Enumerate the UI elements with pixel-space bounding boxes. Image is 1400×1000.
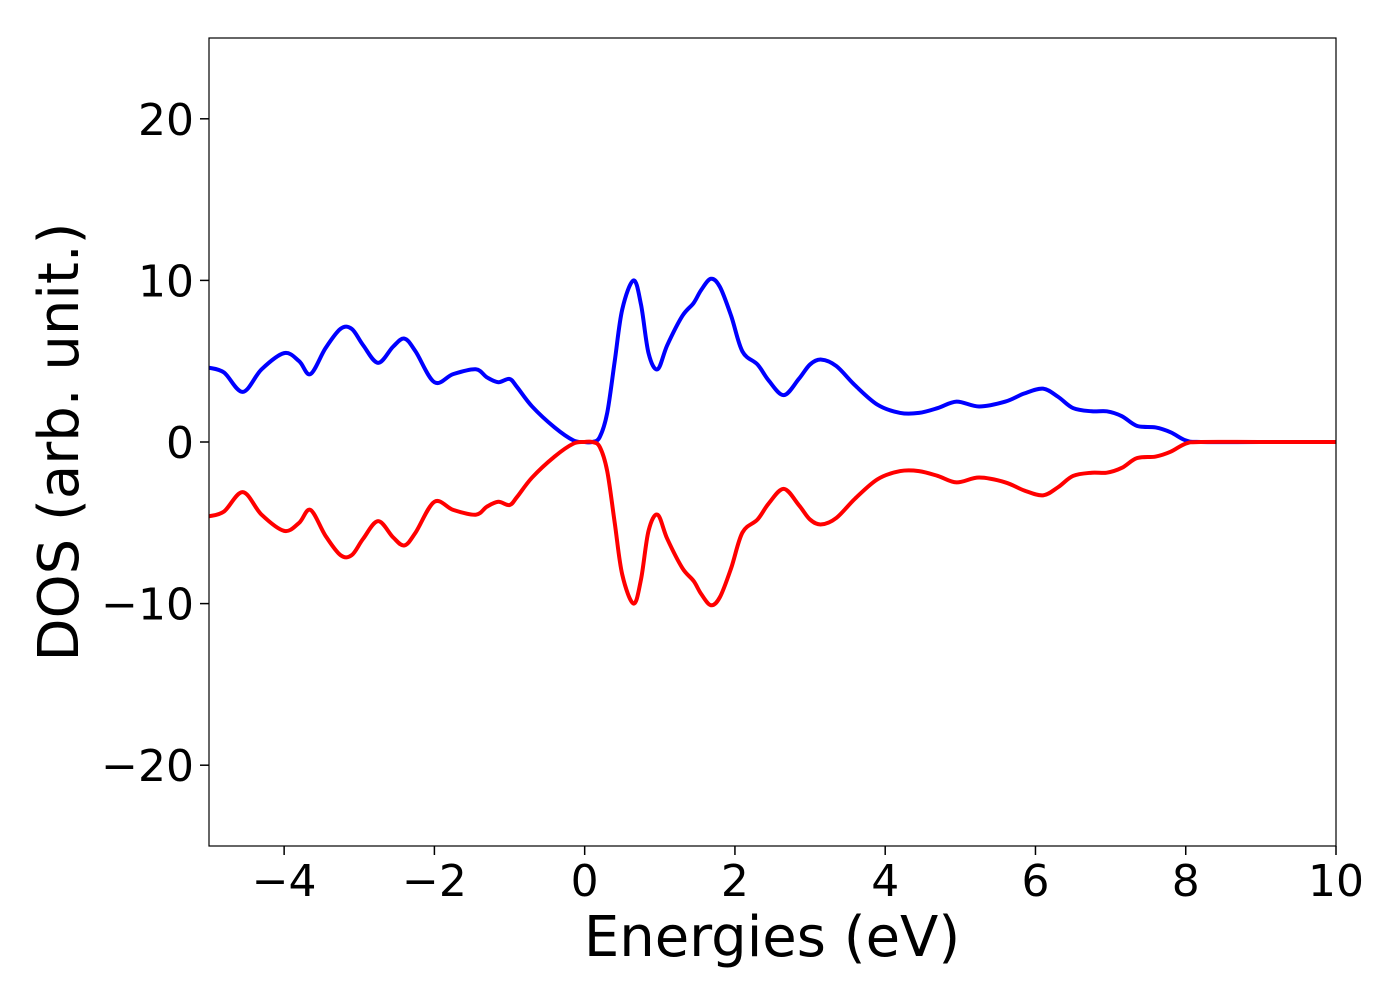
y-tick-label: −20 [101,741,194,792]
y-tick-label: 10 [138,256,194,307]
series-line-2 [209,439,1336,608]
y-tick-label: −10 [101,580,194,631]
y-tick-label: 20 [138,95,194,146]
x-tick-label: 6 [1021,856,1049,907]
x-tick-label: 2 [721,856,749,907]
x-axis-ticks: −4 −2 0 2 4 6 8 10 [252,846,1364,907]
y-axis-ticks: −20 −10 0 10 20 [101,95,209,792]
x-tick-label: 8 [1172,856,1200,907]
x-tick-label: 4 [871,856,899,907]
x-axis-title: Energies (eV) [584,905,960,970]
x-tick-label: 10 [1308,856,1364,907]
series-line-1 [209,276,1336,445]
y-axis-title: DOS (arb. unit.) [27,222,92,661]
y-tick-label: 0 [166,418,194,469]
series-layer [209,276,1336,608]
x-tick-label: 0 [571,856,599,907]
x-tick-label: −4 [252,856,317,907]
x-tick-label: −2 [402,856,467,907]
